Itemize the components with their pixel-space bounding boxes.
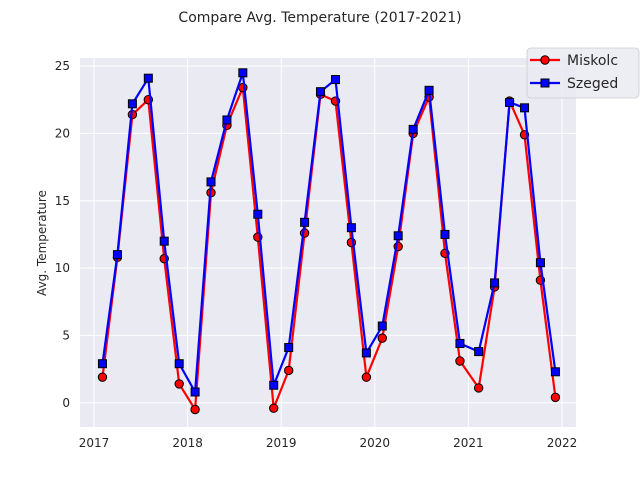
data-point-szeged	[127, 99, 137, 109]
data-point-szeged	[316, 87, 326, 97]
data-point-szeged	[535, 258, 545, 268]
data-point-szeged	[393, 231, 403, 241]
x-tick-label: 2017	[79, 436, 110, 450]
data-point-szeged	[284, 343, 294, 353]
data-point-szeged	[253, 209, 263, 219]
x-tick-labels: 2017 2018 2019 2020 2021 2022	[79, 436, 577, 450]
data-point-miskolc	[473, 383, 484, 393]
data-point-szeged	[97, 359, 107, 369]
y-tick-label: 15	[55, 194, 70, 208]
data-point-szeged	[330, 75, 340, 85]
data-point-miskolc	[283, 365, 294, 376]
data-point-miskolc	[377, 333, 387, 343]
y-tick-label: 25	[55, 59, 70, 73]
legend-label-szeged: Szeged	[567, 76, 618, 92]
data-point-szeged	[361, 348, 371, 358]
data-point-szeged	[474, 347, 484, 357]
grid-lines	[80, 58, 576, 427]
legend-marker-miskolc	[540, 55, 550, 65]
data-point-szeged	[377, 321, 387, 331]
y-tick-label: 0	[62, 396, 70, 410]
data-point-szeged	[174, 359, 184, 369]
data-point-szeged	[505, 97, 515, 107]
legend-marker-szeged	[540, 78, 550, 88]
data-point-miskolc	[174, 379, 184, 389]
x-tick-label: 2022	[547, 436, 578, 450]
legend-item-szeged[interactable]: Szeged	[530, 76, 618, 92]
data-point-szeged	[408, 124, 418, 134]
chart-title: Compare Avg. Temperature (2017-2021)	[178, 10, 461, 26]
x-tick-label: 2021	[453, 436, 484, 450]
data-point-szeged	[455, 339, 465, 349]
series-layer	[97, 68, 561, 415]
y-axis-label: Avg. Temperature	[35, 190, 49, 296]
y-tick-label: 10	[55, 261, 70, 275]
data-point-szeged	[269, 380, 279, 390]
data-point-miskolc	[361, 372, 372, 382]
y-tick-label: 20	[55, 126, 70, 140]
data-point-szeged	[520, 103, 530, 113]
data-point-szeged	[159, 236, 169, 246]
series-szeged	[97, 68, 560, 397]
x-tick-label: 2020	[360, 436, 391, 450]
data-point-miskolc	[550, 392, 561, 403]
data-point-szeged	[206, 177, 216, 187]
data-point-szeged	[490, 278, 500, 288]
y-tick-labels: 0 5 10 15 20 25	[55, 59, 70, 410]
x-tick-label: 2018	[172, 436, 203, 450]
data-point-szeged	[238, 68, 248, 78]
legend-item-miskolc[interactable]: Miskolc	[530, 53, 618, 69]
x-tick-label: 2019	[266, 436, 297, 450]
legend[interactable]: Miskolc Szeged	[526, 47, 640, 99]
data-point-miskolc	[97, 372, 108, 382]
data-point-szeged	[440, 229, 450, 239]
data-point-szeged	[143, 73, 153, 83]
data-point-szeged	[424, 85, 434, 95]
legend-label-miskolc: Miskolc	[567, 53, 618, 69]
data-point-szeged	[190, 387, 200, 397]
data-point-szeged	[222, 115, 232, 125]
data-point-szeged	[112, 250, 122, 260]
data-point-miskolc	[269, 403, 279, 413]
data-point-szeged	[346, 223, 356, 233]
data-point-szeged	[550, 367, 560, 377]
plot-area	[80, 58, 576, 427]
data-point-miskolc	[455, 356, 465, 366]
y-tick-label: 5	[62, 328, 70, 342]
data-point-miskolc	[190, 404, 200, 415]
series-line-szeged	[101, 71, 557, 394]
data-point-szeged	[300, 217, 310, 227]
